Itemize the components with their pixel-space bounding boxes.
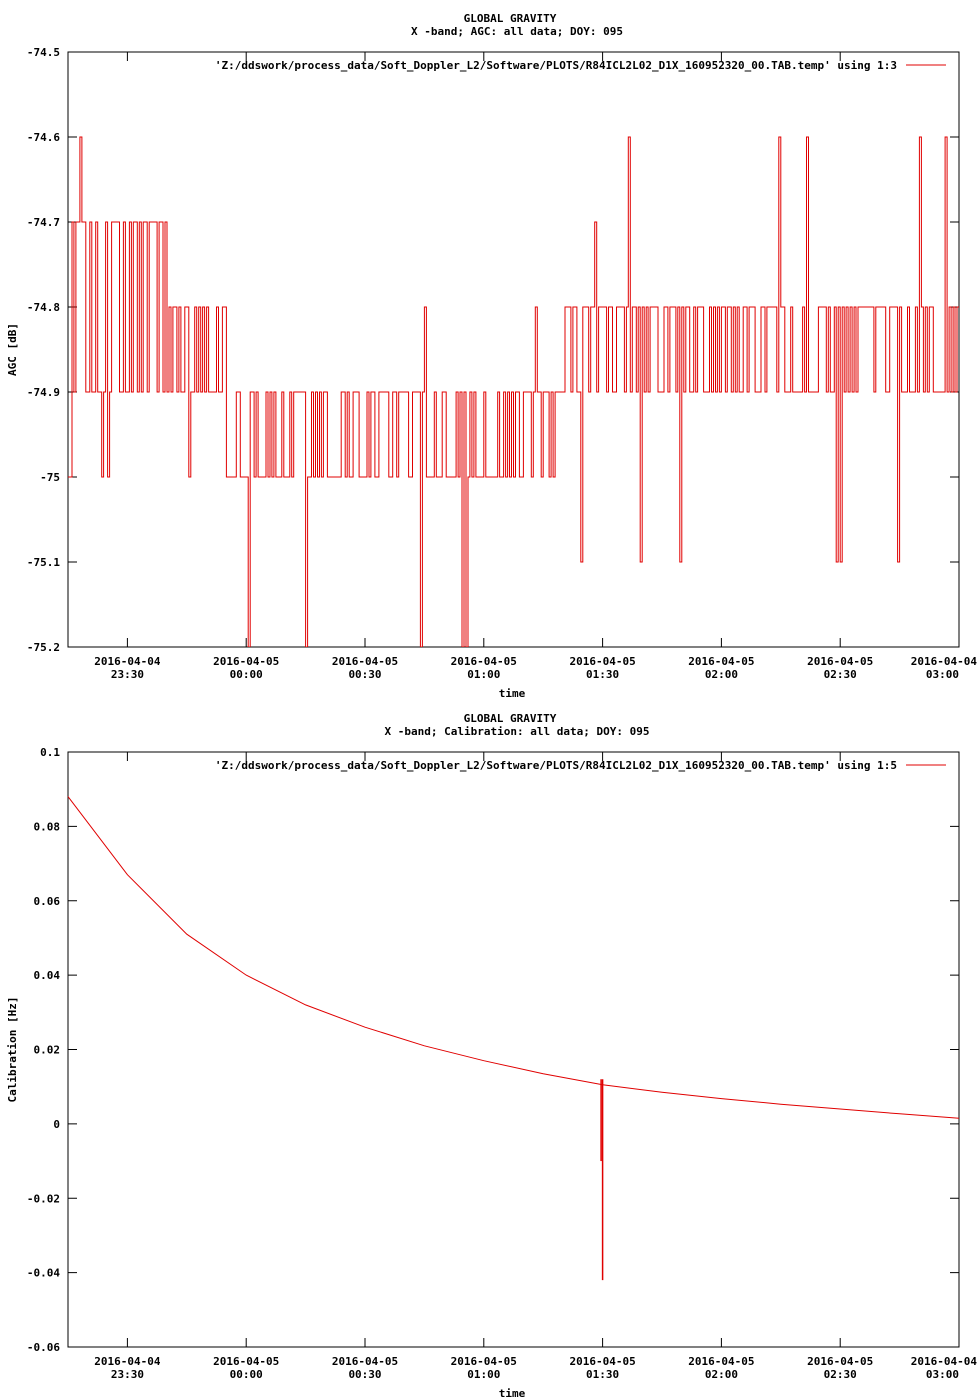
chart2-y-tick-label: 0.02 bbox=[34, 1044, 61, 1057]
chart1-x-tick-date: 2016-04-05 bbox=[807, 655, 873, 668]
chart1-y-tick-label: -75.2 bbox=[27, 641, 60, 654]
chart2-y-tick-label: -0.06 bbox=[27, 1341, 60, 1354]
chart1-x-tick-time: 23:30 bbox=[111, 668, 144, 681]
chart1-y-tick-label: -75 bbox=[40, 471, 60, 484]
chart2-title: GLOBAL GRAVITY bbox=[464, 712, 557, 725]
chart2-x-tick-date: 2016-04-05 bbox=[213, 1355, 279, 1368]
chart1-x-tick-date: 2016-04-05 bbox=[213, 655, 279, 668]
chart2-legend-label: 'Z:/ddswork/process_data/Soft_Doppler_L2… bbox=[215, 759, 897, 772]
chart1-x-tick-time: 00:00 bbox=[230, 668, 263, 681]
chart2-x-tick-time: 00:30 bbox=[348, 1368, 381, 1381]
chart1-x-tick-date: 2016-04-05 bbox=[451, 655, 517, 668]
chart2-x-tick-date: 2016-04-04 bbox=[94, 1355, 161, 1368]
chart2-x-tick-date: 2016-04-05 bbox=[332, 1355, 398, 1368]
chart2-y-tick-label: 0.1 bbox=[40, 746, 60, 759]
chart1-x-tick-date: 2016-04-04 bbox=[911, 655, 978, 668]
chart1-y-tick-label: -74.5 bbox=[27, 46, 60, 59]
chart1-x-tick-time: 02:00 bbox=[705, 668, 738, 681]
chart1-y-tick-label: -74.9 bbox=[27, 386, 60, 399]
chart1-y-tick-label: -75.1 bbox=[27, 556, 60, 569]
chart1-subtitle: X -band; AGC: all data; DOY: 095 bbox=[411, 25, 623, 38]
chart2-y-axis-label: Calibration [Hz] bbox=[6, 997, 19, 1103]
chart2-y-tick-label: -0.02 bbox=[27, 1192, 60, 1205]
chart2-x-tick-time: 02:30 bbox=[824, 1368, 857, 1381]
chart1-plot-frame bbox=[67, 51, 960, 648]
chart1-x-tick-date: 2016-04-05 bbox=[332, 655, 398, 668]
chart2-x-tick-time: 00:00 bbox=[230, 1368, 263, 1381]
chart2-x-tick-date: 2016-04-05 bbox=[688, 1355, 754, 1368]
chart2-x-tick-time: 03:00 bbox=[926, 1368, 959, 1381]
chart2-series-line bbox=[67, 796, 960, 1119]
chart1-x-tick-date: 2016-04-05 bbox=[569, 655, 635, 668]
chart1-x-tick-date: 2016-04-05 bbox=[688, 655, 754, 668]
chart1-y-tick-label: -74.6 bbox=[27, 131, 60, 144]
chart2-y-tick-label: -0.04 bbox=[27, 1267, 60, 1280]
chart2-y-tick-label: 0.08 bbox=[34, 820, 61, 833]
chart1-x-tick-time: 01:00 bbox=[467, 668, 500, 681]
chart2-x-tick-date: 2016-04-05 bbox=[451, 1355, 517, 1368]
chart2-x-tick-time: 01:00 bbox=[467, 1368, 500, 1381]
chart2-x-tick-time: 23:30 bbox=[111, 1368, 144, 1381]
chart2-x-tick-date: 2016-04-04 bbox=[911, 1355, 978, 1368]
chart2-y-tick-label: 0.06 bbox=[34, 895, 61, 908]
chart2-x-tick-date: 2016-04-05 bbox=[569, 1355, 635, 1368]
chart1-y-tick-label: -74.7 bbox=[27, 216, 60, 229]
chart1-x-tick-time: 03:00 bbox=[926, 668, 959, 681]
chart1-x-axis-label: time bbox=[499, 687, 526, 700]
chart2-x-tick-date: 2016-04-05 bbox=[807, 1355, 873, 1368]
chart1-x-tick-date: 2016-04-04 bbox=[94, 655, 161, 668]
chart2-y-tick-label: 0 bbox=[53, 1118, 60, 1131]
chart2-x-tick-time: 01:30 bbox=[586, 1368, 619, 1381]
chart1-legend-label: 'Z:/ddswork/process_data/Soft_Doppler_L2… bbox=[215, 59, 897, 72]
chart2-y-tick-label: 0.04 bbox=[34, 969, 61, 982]
chart1-x-tick-time: 01:30 bbox=[586, 668, 619, 681]
chart2-subtitle: X -band; Calibration: all data; DOY: 095 bbox=[385, 725, 650, 738]
chart1-y-tick-label: -74.8 bbox=[27, 301, 60, 314]
chart1-title: GLOBAL GRAVITY bbox=[464, 12, 557, 25]
chart1-x-tick-time: 00:30 bbox=[348, 668, 381, 681]
chart2-x-tick-time: 02:00 bbox=[705, 1368, 738, 1381]
chart2-plot-frame bbox=[67, 751, 960, 1348]
chart1-x-tick-time: 02:30 bbox=[824, 668, 857, 681]
chart1-y-axis-label: AGC [dB] bbox=[6, 323, 19, 376]
chart2-x-axis-label: time bbox=[499, 1387, 526, 1400]
chart1-series-line bbox=[68, 136, 959, 647]
